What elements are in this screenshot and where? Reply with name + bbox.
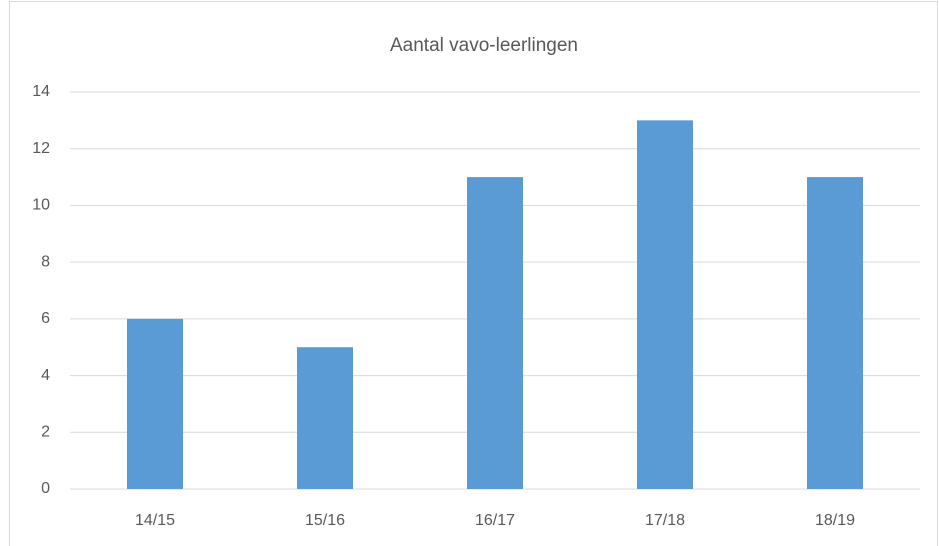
y-tick-label: 4 [41, 367, 50, 384]
x-tick-label: 17/18 [645, 512, 685, 529]
y-tick-label: 0 [41, 480, 50, 497]
x-tick-label: 18/19 [815, 512, 855, 529]
bar [127, 318, 183, 489]
bar [637, 120, 693, 489]
bar [467, 177, 523, 490]
bar [297, 347, 353, 489]
y-tick-label: 12 [32, 140, 50, 157]
y-tick-label: 14 [32, 83, 50, 100]
y-tick-label: 10 [32, 197, 50, 214]
bar [807, 177, 863, 490]
x-tick-label: 15/16 [305, 512, 345, 529]
chart-title: Aantal vavo-leerlingen [390, 35, 578, 56]
y-tick-label: 6 [41, 310, 50, 327]
y-tick-label: 8 [41, 253, 50, 270]
x-tick-label: 14/15 [135, 512, 175, 529]
x-tick-label: 16/17 [475, 512, 515, 529]
y-tick-label: 2 [41, 424, 50, 441]
